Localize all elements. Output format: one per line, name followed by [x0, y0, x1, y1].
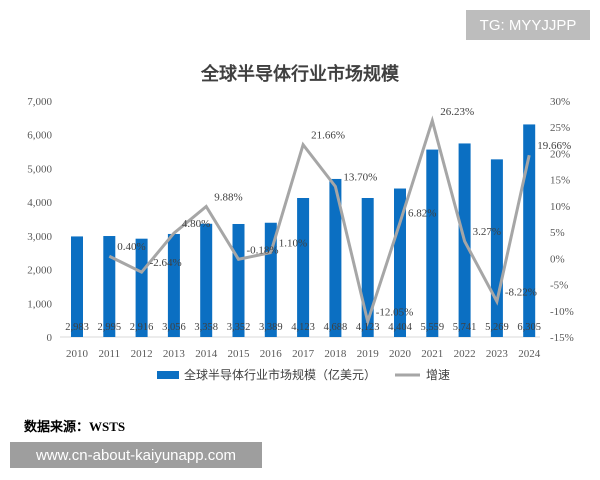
- y-right-tick: 25%: [550, 122, 570, 134]
- bar: [394, 188, 406, 337]
- bar-data-label: 2,916: [130, 322, 154, 333]
- y-right-tick: 30%: [550, 96, 570, 108]
- line-data-label: 0.40%: [117, 241, 145, 253]
- y-right-tick: -5%: [550, 280, 568, 292]
- bar-data-label: 4,404: [388, 322, 412, 333]
- x-tick: 2018: [324, 348, 347, 360]
- y-right-tick: 15%: [550, 175, 570, 187]
- x-tick: 2017: [292, 348, 315, 360]
- legend-bar-swatch: [157, 371, 179, 379]
- bar-data-label: 5,741: [453, 322, 477, 333]
- bar-data-label: 6,305: [517, 322, 541, 333]
- bar-data-label: 5,269: [485, 322, 509, 333]
- y-left-tick: 3,000: [27, 231, 52, 243]
- y-right-tick: 10%: [550, 201, 570, 213]
- bar: [200, 223, 213, 337]
- y-right-tick: 0%: [550, 253, 565, 265]
- bar: [135, 238, 148, 337]
- bar-data-label: 2,983: [65, 322, 89, 333]
- bar: [361, 197, 374, 337]
- line-data-label: 4.80%: [182, 218, 210, 230]
- line-data-label: 21.66%: [311, 130, 345, 142]
- bar: [490, 159, 503, 337]
- growth-line: [108, 115, 531, 328]
- bar: [264, 222, 277, 337]
- y-left-tick: 6,000: [27, 130, 52, 142]
- x-tick: 2014: [195, 348, 218, 360]
- line-data-label: 1.10%: [279, 238, 307, 250]
- line-data-label: -0.18%: [247, 244, 279, 256]
- y-left-tick: 7,000: [27, 96, 52, 108]
- line-data-label: 19.66%: [537, 140, 571, 152]
- x-tick: 2015: [228, 348, 251, 360]
- bar-data-label: 4,688: [324, 322, 348, 333]
- site-watermark: www.cn-about-kaiyunapp.com: [10, 442, 262, 468]
- x-tick: 2010: [66, 348, 89, 360]
- line-data-label: 26.23%: [440, 106, 474, 118]
- x-tick: 2016: [260, 348, 283, 360]
- legend-bar-label: 全球半导体行业市场规模（亿美元）: [184, 367, 376, 382]
- x-tick: 2013: [163, 348, 186, 360]
- line-data-label: 6.82%: [408, 208, 436, 220]
- legend-line-label: 增速: [426, 368, 450, 382]
- x-tick: 2022: [454, 348, 476, 360]
- x-tick: 2021: [421, 348, 443, 360]
- bar-data-label: 3,358: [194, 322, 218, 333]
- bar: [167, 233, 180, 337]
- line-data-label: 9.88%: [214, 192, 242, 204]
- bar-data-label: 3,056: [162, 322, 186, 333]
- line-data-label: -2.64%: [150, 257, 182, 269]
- y-left-tick: 4,000: [27, 197, 52, 209]
- x-tick: 2020: [389, 348, 412, 360]
- bar: [103, 236, 116, 337]
- bar-data-label: 4,123: [356, 322, 380, 333]
- y-left-tick: 0: [47, 332, 53, 344]
- line-data-label: 3.27%: [473, 226, 501, 238]
- y-right-tick: 20%: [550, 148, 570, 160]
- x-tick: 2019: [357, 348, 380, 360]
- x-tick: 2023: [486, 348, 509, 360]
- x-tick: 2011: [99, 348, 121, 360]
- y-left-tick: 2,000: [27, 265, 52, 277]
- line-data-label: -12.05%: [376, 307, 414, 319]
- bar: [523, 124, 536, 337]
- watermark: TG: MYYJJPP: [466, 10, 590, 40]
- y-right-tick: 5%: [550, 227, 565, 239]
- bar-data-label: 5,559: [420, 322, 444, 333]
- chart-title: 全球半导体行业市场规模: [200, 63, 400, 84]
- y-left-tick: 1,000: [27, 298, 52, 310]
- bar: [232, 223, 245, 337]
- y-right-tick: -10%: [550, 306, 574, 318]
- x-tick: 2024: [518, 348, 541, 360]
- bar-data-label: 2,995: [97, 322, 121, 333]
- y-left-tick: 5,000: [27, 163, 52, 175]
- line-data-label: -8.22%: [505, 286, 537, 298]
- bar: [329, 178, 342, 337]
- bar-data-label: 4,123: [291, 322, 315, 333]
- x-tick: 2012: [131, 348, 153, 360]
- bar: [297, 197, 310, 337]
- y-right-tick: -15%: [550, 332, 574, 344]
- source-note: 数据来源：WSTS: [24, 419, 126, 434]
- bar-data-label: 3,389: [259, 322, 283, 333]
- bar-data-label: 3,352: [227, 322, 251, 333]
- bar: [426, 149, 439, 337]
- line-data-label: 13.70%: [343, 171, 377, 183]
- bar: [71, 236, 83, 337]
